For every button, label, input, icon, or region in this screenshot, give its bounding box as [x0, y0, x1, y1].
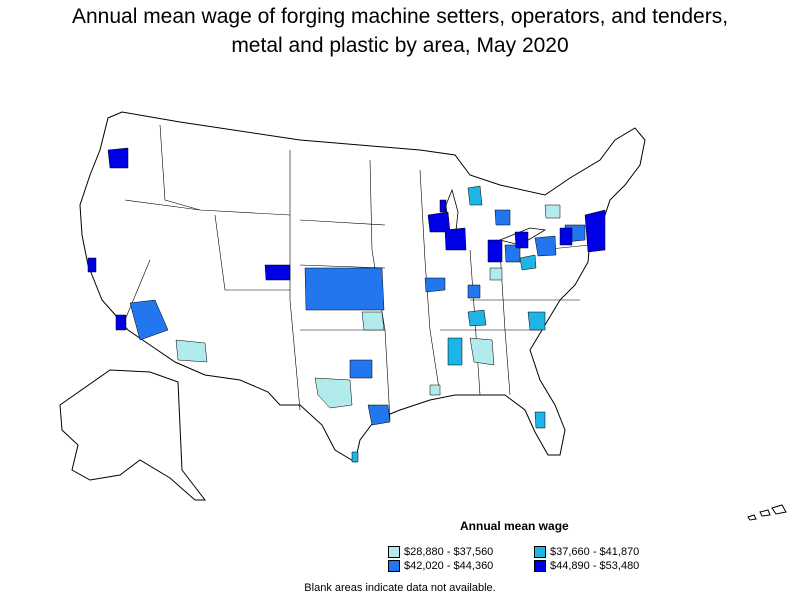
- legend-item-1: $28,880 - $37,560: [388, 546, 493, 558]
- legend-item-2: $37,660 - $41,870: [534, 546, 639, 558]
- legend-item-4: $44,890 - $53,480: [534, 560, 639, 572]
- tier-4-areas: [87, 147, 606, 331]
- map-title: Annual mean wage of forging machine sett…: [0, 2, 800, 60]
- legend-swatch-3: [388, 560, 400, 572]
- legend-title: Annual mean wage: [460, 519, 569, 533]
- legend-label-3: $42,020 - $44,360: [404, 560, 494, 572]
- title-line-1: Annual mean wage of forging machine sett…: [71, 5, 729, 28]
- title-line-2: metal and plastic by area, May 2020: [231, 34, 569, 57]
- legend-swatch-2: [534, 546, 546, 558]
- legend-label-2: $37,660 - $41,870: [550, 546, 640, 558]
- alaska-outline: [59, 369, 207, 501]
- legend-item-3: $42,020 - $44,360: [388, 560, 493, 572]
- legend-label-4: $44,890 - $53,480: [550, 560, 640, 572]
- tier-2-areas: [351, 185, 546, 463]
- legend-label-1: $28,880 - $37,560: [404, 546, 494, 558]
- hawaii-outline: [747, 504, 787, 521]
- tier-1-areas: [175, 204, 561, 409]
- legend-swatch-4: [534, 560, 546, 572]
- legend-swatch-1: [388, 546, 400, 558]
- footnote: Blank areas indicate data not available.: [304, 582, 496, 594]
